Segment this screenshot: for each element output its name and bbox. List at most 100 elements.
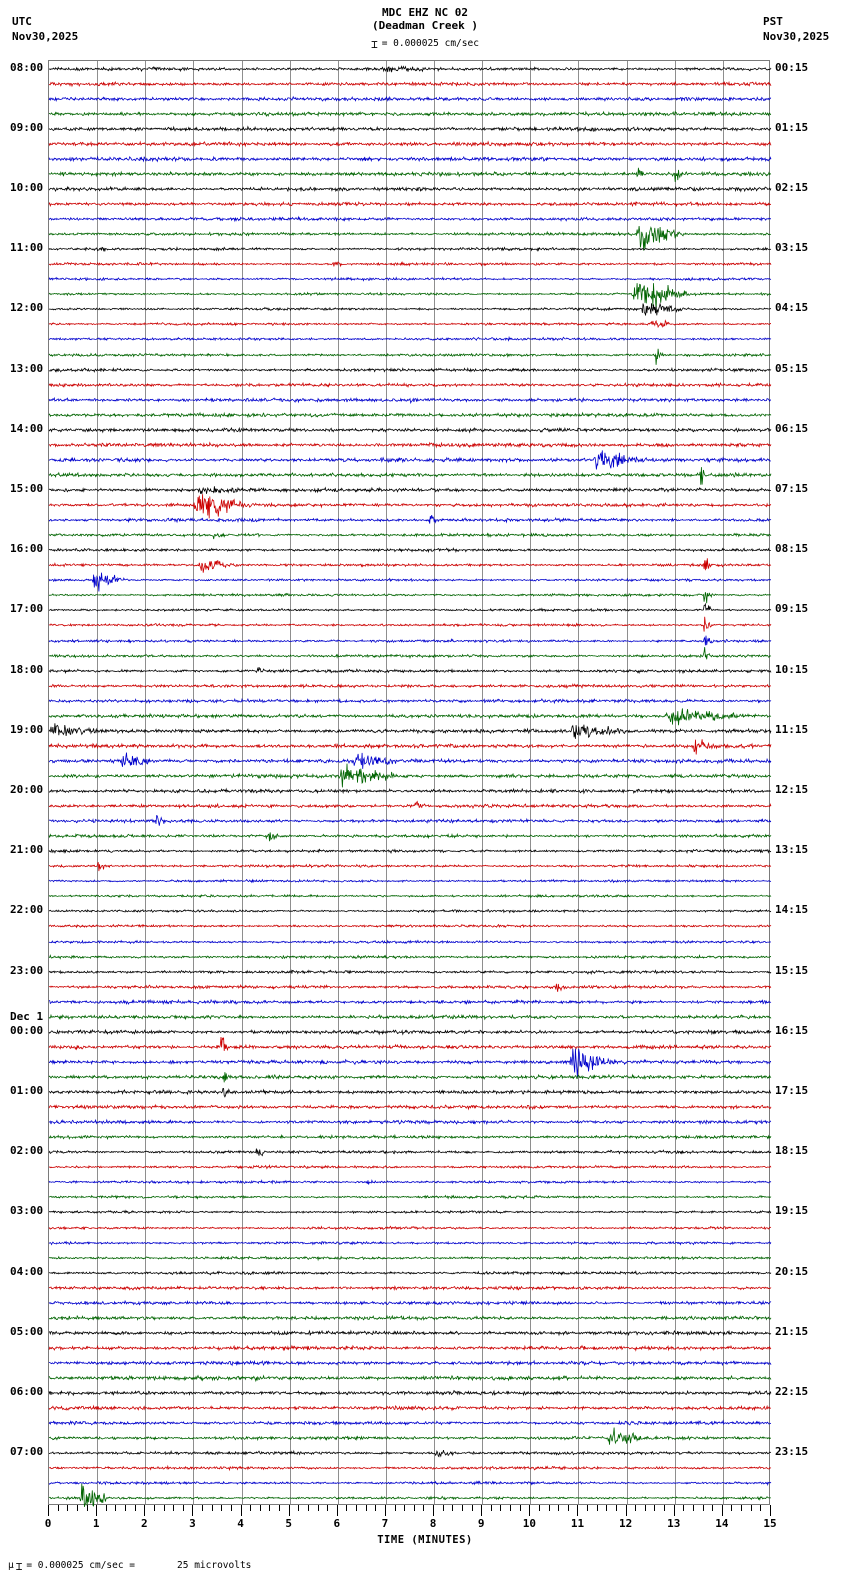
- seismic-trace: [48, 1466, 772, 1500]
- axis-tick-minor: [644, 1505, 646, 1511]
- axis-tick-minor: [365, 1505, 367, 1511]
- axis-tick-minor: [538, 1505, 540, 1511]
- axis-tick-minor: [635, 1505, 637, 1511]
- seismic-trace: [48, 1376, 772, 1410]
- hour-label-pst: 09:15: [775, 602, 809, 616]
- seismic-trace: [48, 714, 772, 748]
- hour-label-pst: 05:15: [775, 361, 809, 375]
- axis-tick-minor: [750, 1505, 752, 1511]
- seismic-trace: [48, 458, 772, 492]
- axis-tick-minor: [442, 1505, 444, 1511]
- header-left-timezone-block: UTC Nov30,2025: [12, 14, 78, 44]
- axis-tick-minor: [105, 1505, 107, 1511]
- seismic-trace: [48, 307, 771, 341]
- seismic-trace: [48, 82, 772, 116]
- hour-label-utc: 05:00: [10, 1324, 44, 1338]
- seismic-trace: [48, 1211, 772, 1245]
- seismic-trace: [48, 1120, 772, 1154]
- seismic-trace: [48, 1436, 772, 1470]
- axis-tick-minor: [298, 1505, 300, 1511]
- axis-tick-label: 5: [285, 1517, 292, 1530]
- seismic-trace: [48, 533, 772, 567]
- seismic-trace: [48, 578, 772, 612]
- hour-label-utc: 18:00: [10, 662, 44, 676]
- seismic-trace: [48, 368, 772, 402]
- axis-tick-major: [577, 1505, 579, 1516]
- hour-label-utc: 06:00: [10, 1385, 44, 1399]
- hour-label-pst: 12:15: [775, 783, 809, 797]
- seismic-trace: [48, 127, 772, 161]
- seismic-trace: [48, 1256, 772, 1290]
- axis-tick-minor: [125, 1505, 126, 1511]
- axis-tick-minor: [692, 1505, 694, 1511]
- hour-label-utc: 08:00: [10, 60, 44, 74]
- seismic-trace: [48, 1045, 772, 1079]
- seismic-trace: [48, 849, 772, 883]
- hour-label-utc: 01:00: [10, 1084, 44, 1098]
- hour-label-pst: 04:15: [775, 301, 809, 315]
- axis-tick-major: [673, 1505, 675, 1516]
- seismic-trace: [48, 759, 772, 793]
- axis-tick-major: [96, 1505, 98, 1516]
- axis-tick-label: 4: [237, 1517, 244, 1530]
- seismic-trace: [48, 624, 772, 658]
- axis-tick-label: 3: [189, 1517, 196, 1530]
- hour-label-utc: 13:00: [10, 361, 44, 375]
- seismic-trace: [48, 699, 772, 733]
- seismic-trace: [48, 413, 772, 447]
- axis-tick-label: 13: [667, 1517, 681, 1530]
- seismic-trace: [48, 232, 772, 266]
- axis-tick-minor: [211, 1505, 213, 1511]
- seismic-trace: [48, 1391, 771, 1425]
- seismic-trace: [48, 1271, 772, 1305]
- time-axis-ticks: [48, 1505, 771, 1521]
- axis-tick-minor: [587, 1505, 589, 1511]
- seismic-trace: [48, 443, 772, 477]
- seismic-trace: [48, 473, 772, 507]
- axis-tick-minor: [567, 1505, 569, 1511]
- seismic-trace: [49, 1195, 772, 1229]
- axis-tick-label: 6: [333, 1517, 341, 1530]
- seismic-trace: [48, 157, 772, 191]
- seismic-trace: [48, 1226, 772, 1260]
- hour-label-pst: 13:15: [775, 843, 809, 857]
- axis-tick-minor: [558, 1505, 560, 1511]
- hour-label-utc: 00:00: [10, 1023, 44, 1037]
- axis-tick-label: 7: [381, 1517, 389, 1530]
- axis-tick-minor: [269, 1505, 271, 1511]
- hour-label-pst: 22:15: [775, 1385, 809, 1399]
- seismic-trace: [49, 985, 772, 1019]
- seismic-trace: [48, 1000, 772, 1034]
- seismic-trace: [48, 142, 772, 176]
- hour-label-utc: 04:00: [10, 1264, 44, 1278]
- seismic-trace: [48, 804, 772, 838]
- axis-tick-minor: [519, 1505, 521, 1511]
- seismic-trace: [49, 1150, 772, 1184]
- hour-label-utc: 12:00: [10, 301, 44, 315]
- axis-tick-label: 8: [429, 1517, 437, 1530]
- seismic-trace: [48, 940, 772, 974]
- seismic-trace: [48, 593, 772, 627]
- seismic-trace: [48, 1180, 772, 1214]
- seismic-trace: [48, 1406, 772, 1440]
- axis-tick-minor: [356, 1505, 358, 1511]
- axis-tick-minor: [76, 1505, 78, 1511]
- minute-gridline: [385, 61, 387, 1504]
- axis-tick-minor: [153, 1505, 155, 1511]
- seismic-trace: [48, 909, 772, 943]
- axis-tick-minor: [134, 1505, 136, 1511]
- seismic-trace: [48, 1361, 772, 1395]
- axis-tick-label: 2: [140, 1517, 148, 1530]
- seismic-trace: [48, 217, 772, 251]
- hour-label-pst: 16:15: [775, 1023, 809, 1037]
- seismic-trace: [48, 428, 772, 462]
- axis-tick-major: [240, 1505, 242, 1516]
- hour-label-pst: 20:15: [775, 1264, 809, 1278]
- seismic-trace: [48, 925, 771, 959]
- minute-gridline: [289, 61, 291, 1504]
- time-axis-numbers: 0 1 2 3 4 5 6 7 8 9 10 11 12 13 14 15: [0, 1517, 850, 1531]
- seismic-trace: [48, 970, 772, 1004]
- minute-gridline: [337, 61, 339, 1504]
- helicorder-plot: [48, 60, 772, 1508]
- axis-tick-minor: [346, 1505, 348, 1511]
